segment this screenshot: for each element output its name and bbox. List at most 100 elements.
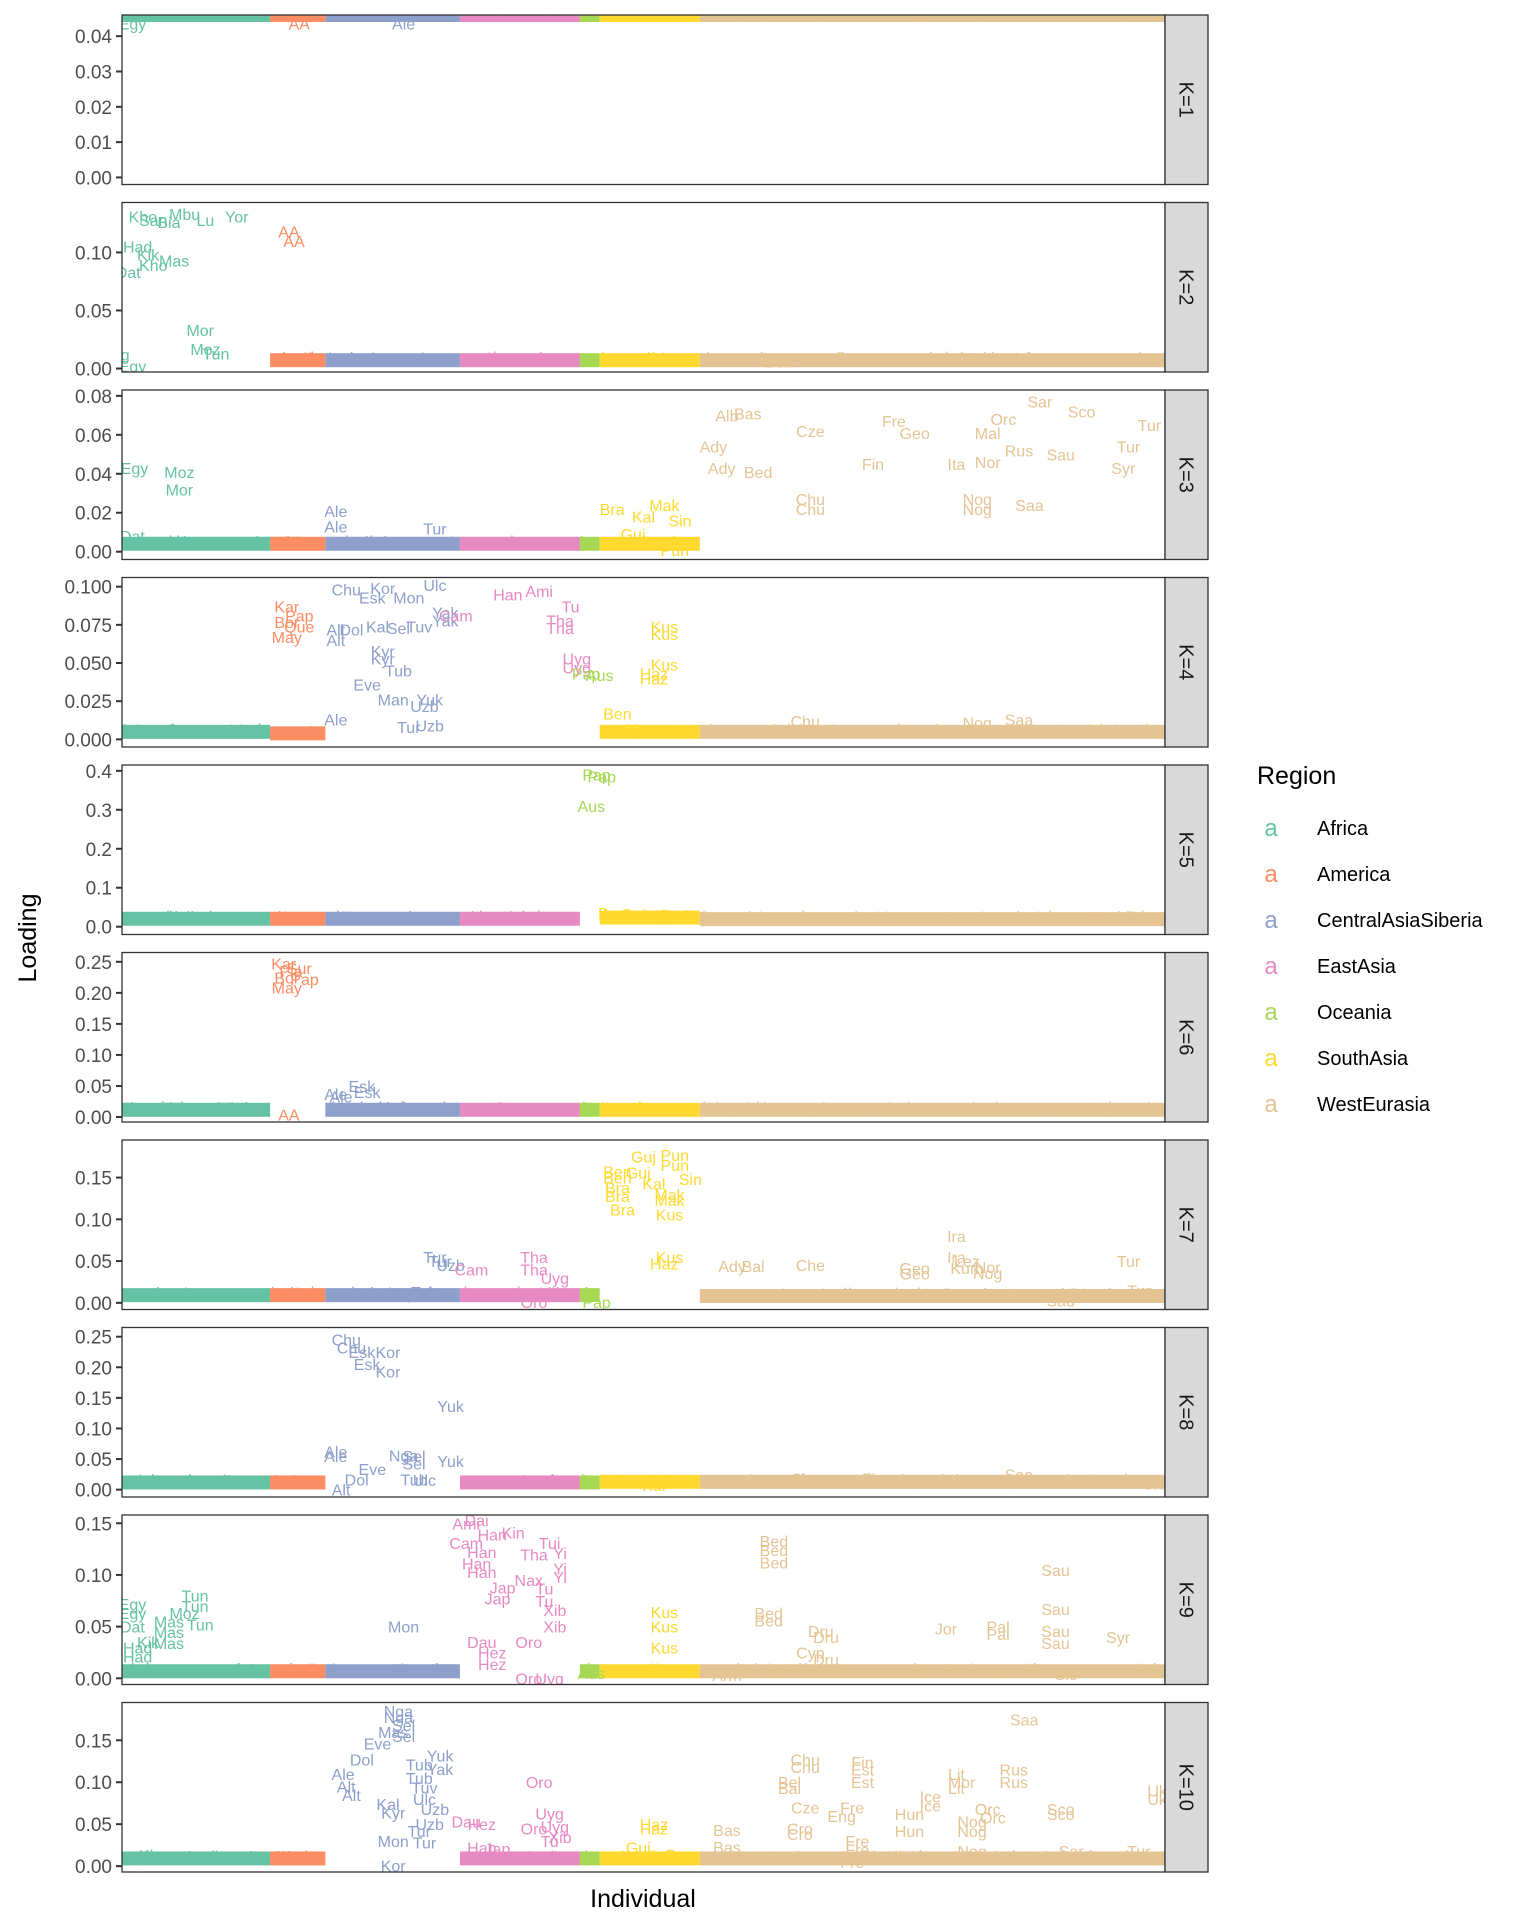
y-tick-label: 0.05 <box>75 1450 112 1471</box>
baseline-mark: l <box>476 536 480 553</box>
baseline-mark: l <box>540 1475 544 1492</box>
baseline-mark: l <box>154 5 158 22</box>
baseline-mark: l <box>668 724 672 741</box>
baseline-mark: l <box>1039 1664 1043 1681</box>
point-label: Jor <box>935 1622 958 1639</box>
baseline-mark: l <box>688 536 692 553</box>
baseline-mark: l <box>256 1287 260 1304</box>
baseline-mark: l <box>1112 726 1116 743</box>
baseline-mark: l <box>965 1850 969 1867</box>
baseline-mark: l <box>920 1474 924 1491</box>
baseline-mark: l <box>1087 1850 1091 1867</box>
baseline-mark: l <box>161 1100 165 1117</box>
baseline-band-fill <box>122 724 271 739</box>
baseline-mark: l <box>870 353 874 370</box>
point-label: Tub <box>406 1758 433 1775</box>
baseline-mark: l <box>911 1852 915 1869</box>
baseline-mark: l <box>705 910 709 927</box>
baseline-mark: l <box>866 1102 870 1119</box>
baseline-mark: l <box>509 1851 513 1868</box>
baseline-mark: l <box>789 1474 793 1491</box>
baseline-mark: l <box>1036 910 1040 927</box>
baseline-mark: l <box>195 1664 199 1681</box>
point-label: Chu <box>332 1333 361 1350</box>
y-tick-label: 0.0 <box>86 918 112 939</box>
baseline-mark: l <box>703 8 707 25</box>
y-tick-label: 0.02 <box>75 504 112 525</box>
baseline-mark: l <box>761 1289 765 1306</box>
baseline-mark: l <box>949 1665 953 1682</box>
baseline-mark: l <box>914 724 918 741</box>
baseline-mark: l <box>683 7 687 24</box>
point-label: Moz <box>169 1606 199 1623</box>
baseline-mark: l <box>421 351 425 368</box>
point-label: Nog <box>957 1844 986 1861</box>
baseline-mark: l <box>1127 910 1131 927</box>
legend-key-glyph: a <box>1264 907 1278 934</box>
baseline-mark: l <box>941 1472 945 1489</box>
legend-key-glyph: a <box>1264 815 1278 842</box>
baseline-mark: l <box>201 1852 205 1869</box>
baseline-mark: l <box>982 912 986 929</box>
baseline-mark: l <box>890 725 894 742</box>
baseline-mark: l <box>215 1849 219 1866</box>
baseline-mark: l <box>736 353 740 370</box>
baseline-mark: l <box>345 534 349 551</box>
baseline-mark: l <box>639 536 643 553</box>
baseline-mark: l <box>388 1286 392 1303</box>
baseline-mark: l <box>150 911 154 928</box>
baseline-mark: l <box>1089 911 1093 928</box>
point-label: Han <box>467 1841 496 1858</box>
baseline-band-fill <box>122 1664 271 1679</box>
baseline-mark: l <box>465 536 469 553</box>
baseline-mark: l <box>581 1472 585 1489</box>
point-label: Kal <box>376 1797 399 1814</box>
baseline-mark: l <box>603 908 607 925</box>
point-label: Kin <box>502 1526 525 1543</box>
baseline-mark: l <box>647 1475 651 1492</box>
point-label: Esk <box>354 1085 382 1102</box>
baseline-mark: l <box>678 723 682 740</box>
point-label: AA <box>273 1849 295 1866</box>
baseline-mark: l <box>141 1287 145 1304</box>
point-label: Saa <box>1010 1712 1039 1729</box>
baseline-mark: l <box>857 352 861 369</box>
point-label: Uzb <box>415 1817 444 1834</box>
y-tick-label: 0.20 <box>75 984 112 1005</box>
baseline-mark: l <box>273 913 277 930</box>
baseline-mark: l <box>883 724 887 741</box>
baseline-mark: l <box>826 913 830 930</box>
baseline-mark: l <box>1034 1663 1038 1680</box>
baseline-mark: l <box>801 910 805 927</box>
baseline-mark: l <box>960 1664 964 1681</box>
baseline-mark: l <box>714 1663 718 1680</box>
baseline-mark: l <box>1148 1852 1152 1869</box>
point-label: Yuk <box>427 1748 455 1765</box>
baseline-mark: l <box>1068 1287 1072 1304</box>
baseline-mark: l <box>425 913 429 930</box>
baseline-mark: l <box>558 8 562 25</box>
baseline-mark: l <box>944 1662 948 1679</box>
point-label: Pap <box>572 667 601 684</box>
baseline-mark: l <box>469 352 473 369</box>
baseline-mark: l <box>614 910 618 927</box>
baseline-mark: l <box>388 1103 392 1120</box>
baseline-mark: l <box>561 1102 565 1119</box>
baseline-mark: l <box>141 910 145 927</box>
baseline-mark: l <box>821 7 825 24</box>
baseline-mark: l <box>546 352 550 369</box>
baseline-mark: l <box>924 1101 928 1118</box>
baseline-mark: l <box>301 726 305 743</box>
point-label: Bas <box>713 1840 741 1857</box>
y-tick-label: 0.10 <box>75 1419 112 1440</box>
baseline-mark: l <box>963 724 967 741</box>
baseline-band-fill <box>325 1664 460 1679</box>
baseline-mark: l <box>495 1476 499 1493</box>
point-label: Tur <box>1117 1254 1141 1271</box>
baseline-mark: l <box>671 725 675 742</box>
legend-label: EastAsia <box>1317 956 1397 978</box>
baseline-mark: l <box>1067 1473 1071 1490</box>
baseline-mark: l <box>207 1664 211 1681</box>
point-label: Sco <box>1068 404 1096 421</box>
